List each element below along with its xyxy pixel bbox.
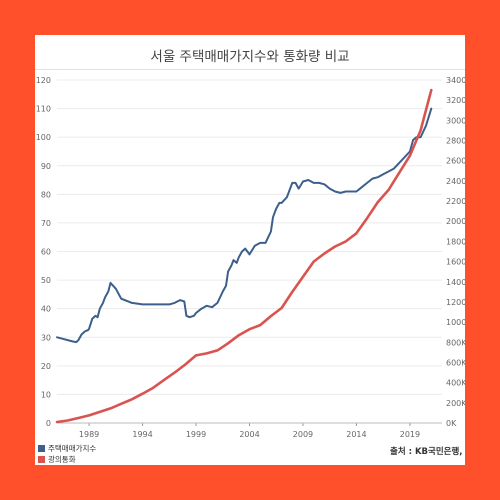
y-right-tick-label: 2000K — [446, 217, 465, 226]
y-right-tick-label: 600K — [446, 358, 465, 367]
x-tick-label: 2019 — [400, 430, 420, 439]
y-left-tick-label: 50 — [41, 276, 51, 285]
series-line-housing-index — [56, 107, 433, 344]
y-left-tick-label: 40 — [41, 305, 51, 314]
y-left-tick-label: 20 — [41, 362, 51, 371]
y-right-tick-label: 3400K — [446, 76, 465, 85]
source-note: 출처 : KB국민은행, 한국 — [390, 447, 465, 457]
x-tick-label: 2014 — [346, 430, 366, 439]
y-right-tick-label: 1600K — [446, 258, 465, 267]
y-right-tick-label: 1800K — [446, 237, 465, 246]
legend-swatch-money-supply — [38, 456, 45, 463]
y-right-tick-label: 2800K — [446, 137, 465, 146]
y-right-tick-label: 3000K — [446, 116, 465, 125]
chart-plot-area: 01020304050607080901001101200K200K400K60… — [36, 76, 465, 439]
x-tick-label: 2009 — [293, 430, 313, 439]
x-tick-label: 2004 — [239, 430, 259, 439]
y-left-tick-label: 70 — [41, 219, 51, 228]
legend-label-money-supply: 광의통화 — [48, 455, 76, 464]
legend-swatch-housing-index — [38, 445, 45, 452]
y-right-tick-label: 0K — [446, 419, 457, 428]
legend-label-housing-index: 주택매매가지수 — [48, 444, 97, 453]
series-line-money-supply — [55, 88, 433, 424]
y-right-tick-label: 1400K — [446, 278, 465, 287]
y-right-tick-label: 1000K — [446, 318, 465, 327]
y-right-tick-label: 800K — [446, 338, 465, 347]
x-tick-label: 1999 — [186, 430, 206, 439]
legend-item-money-supply: 광의통화 — [38, 454, 96, 465]
y-left-tick-label: 120 — [36, 76, 51, 85]
y-left-tick-label: 90 — [41, 162, 51, 171]
y-left-tick-label: 0 — [46, 419, 51, 428]
y-left-tick-label: 100 — [36, 133, 51, 142]
legend-item-housing-index: 주택매매가지수 — [38, 443, 96, 454]
y-left-tick-label: 30 — [41, 333, 51, 342]
y-left-tick-label: 80 — [41, 190, 51, 199]
y-right-tick-label: 2200K — [446, 197, 465, 206]
chart-legend: 주택매매가지수 광의통화 — [38, 443, 96, 465]
y-right-tick-label: 2400K — [446, 177, 465, 186]
chart-card: 서울 주택매매가지수와 통화량 비교 0 10 20 30 40 50 60 70 80 90 10… — [35, 35, 465, 465]
y-right-tick-label: 3200K — [446, 96, 465, 105]
y-right-tick-label: 200K — [446, 399, 465, 408]
y-left-tick-label: 60 — [41, 248, 51, 257]
title-divider — [35, 69, 465, 70]
x-tick-label: 1989 — [79, 430, 99, 439]
chart-title: 서울 주택매매가지수와 통화량 비교 — [150, 49, 350, 65]
x-tick-label: 1994 — [132, 430, 152, 439]
y-left-tick-label: 110 — [36, 105, 51, 114]
y-left-tick-label: 10 — [41, 390, 51, 399]
y-right-tick-label: 400K — [446, 379, 465, 388]
y-right-tick-label: 2600K — [446, 157, 465, 166]
